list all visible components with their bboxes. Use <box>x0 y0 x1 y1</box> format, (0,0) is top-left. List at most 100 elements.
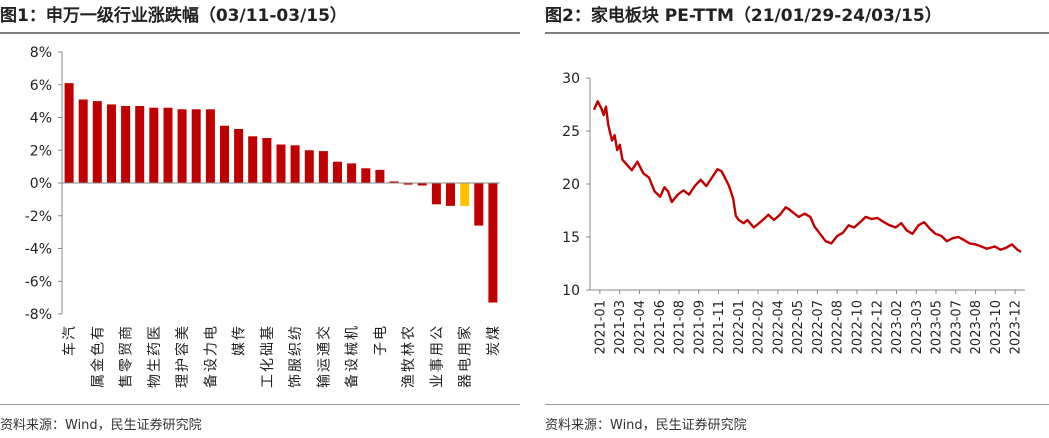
y-tick-label: -6% <box>25 274 52 290</box>
x-category-label-char: 金 <box>90 358 106 372</box>
bar <box>177 109 187 183</box>
y-tick-label: 0% <box>30 176 52 192</box>
x-category-label-char: 工 <box>260 374 276 388</box>
x-tick-label: 2023-07 <box>949 300 964 354</box>
figure-2: 图2：家电板块 PE-TTM（21/01/29-24/03/15） 10 15 20… <box>545 0 1049 438</box>
y-tick-label: -2% <box>25 209 52 225</box>
x-tick-label: 2022-08 <box>831 300 846 354</box>
x-category-label-char: 生 <box>147 358 163 372</box>
figure-2-title: 图2：家电板块 PE-TTM（21/01/29-24/03/15） <box>545 6 942 26</box>
y-tick-label: -8% <box>25 307 52 323</box>
x-tick-label: 2023-03 <box>910 300 925 354</box>
bar <box>290 145 300 183</box>
bar <box>262 138 272 183</box>
x-tick-label: 2021-11 <box>712 300 727 354</box>
x-category-label-char: 物 <box>147 374 163 388</box>
bar <box>431 183 441 205</box>
x-tick-label: 2022-01 <box>732 300 747 354</box>
bar <box>121 106 131 183</box>
x-tick-label: 2021-06 <box>653 300 668 354</box>
x-category-label-char: 备 <box>344 374 361 388</box>
x-category-label-char: 电 <box>373 326 389 340</box>
x-category-label-char: 农 <box>401 326 417 340</box>
figure-1-source-rule <box>0 404 520 405</box>
bar <box>92 101 102 183</box>
figure-1-title: 图1：申万一级行业涨跌幅（03/11-03/15） <box>0 6 347 26</box>
x-category-label-char: 容 <box>174 342 191 356</box>
x-category-label-char: 媒 <box>232 342 248 356</box>
x-category-label-char: 械 <box>345 342 361 356</box>
y-tick-label: 15 <box>562 230 580 246</box>
x-category-label-char: 输 <box>316 374 332 388</box>
y-tick-label: 2% <box>30 143 52 159</box>
x-tick-label: 2023-02 <box>890 300 905 354</box>
x-category-label-char: 用 <box>429 342 445 356</box>
bar <box>191 109 201 183</box>
x-category-label-char: 织 <box>288 342 304 356</box>
x-category-label-char: 理 <box>175 374 191 388</box>
y-tick-label: 8% <box>30 45 52 61</box>
bar <box>276 144 286 183</box>
x-tick-label: 2022-12 <box>870 300 885 354</box>
bar <box>163 107 173 183</box>
bar <box>220 125 229 183</box>
x-category-label-char: 运 <box>316 358 332 372</box>
x-tick-label: 2021-04 <box>633 300 648 354</box>
x-category-label-char: 业 <box>429 374 445 388</box>
x-category-label-char: 车 <box>61 342 78 356</box>
x-category-label-char: 公 <box>429 326 445 340</box>
x-category-label-char: 交 <box>315 326 332 340</box>
x-category-label-char: 护 <box>175 358 191 372</box>
figure-1-source: 资料来源：Wind，民生证券研究院 <box>0 418 202 433</box>
bar <box>488 183 498 303</box>
x-category-label-char: 电 <box>458 358 474 372</box>
x-category-label-char: 商 <box>119 326 135 340</box>
y-tick-label: 25 <box>562 124 580 140</box>
x-category-label-char: 电 <box>203 326 219 340</box>
x-tick-label: 2022-02 <box>752 300 767 354</box>
figure-2-source: 资料来源：Wind，民生证券研究院 <box>545 418 747 433</box>
bar <box>389 181 399 183</box>
bar <box>460 183 470 206</box>
y-tick-label: 30 <box>562 71 580 87</box>
x-category-label-char: 机 <box>345 326 361 340</box>
x-category-label-char: 有 <box>90 326 106 340</box>
bar <box>403 183 413 185</box>
x-category-label-char: 属 <box>90 374 106 388</box>
x-tick-label: 2021-09 <box>692 300 707 354</box>
bar <box>78 99 88 183</box>
x-category-label-char: 设 <box>345 358 361 372</box>
figure-2-source-rule <box>545 404 1049 405</box>
x-tick-label: 2022-07 <box>811 300 826 354</box>
y-tick-label: 4% <box>30 111 52 127</box>
x-category-label-char: 子 <box>373 342 389 356</box>
x-category-label-char: 贸 <box>119 342 135 356</box>
bar <box>135 106 145 183</box>
x-category-label-char: 美 <box>175 326 191 340</box>
x-category-label-char: 家 <box>457 326 474 340</box>
x-category-label-char: 传 <box>232 326 248 340</box>
figure-1-title-rule <box>0 32 520 34</box>
x-category-label-char: 饰 <box>288 374 304 388</box>
x-category-label-char: 渔 <box>401 374 417 388</box>
x-tick-label: 2022-05 <box>791 300 806 354</box>
x-category-label-char: 售 <box>119 374 135 388</box>
x-tick-label: 2023-12 <box>1009 300 1024 354</box>
x-tick-label: 2022-10 <box>850 300 865 354</box>
x-category-label-char: 汽 <box>62 326 78 340</box>
x-category-label-char: 通 <box>316 342 332 356</box>
bar <box>333 161 342 183</box>
figure-2-title-rule <box>545 32 1049 34</box>
x-category-label-char: 基 <box>259 326 276 340</box>
x-category-label-char: 煤 <box>486 326 502 340</box>
bar <box>205 109 215 183</box>
y-tick-label: -4% <box>25 242 52 258</box>
bar <box>318 151 328 183</box>
bar <box>446 183 455 206</box>
x-category-label-char: 牧 <box>401 358 417 372</box>
x-category-label-char: 炭 <box>486 342 502 356</box>
x-tick-label: 2023-10 <box>989 300 1004 354</box>
x-category-label-char: 林 <box>401 342 417 356</box>
x-tick-label: 2021-08 <box>673 300 688 354</box>
